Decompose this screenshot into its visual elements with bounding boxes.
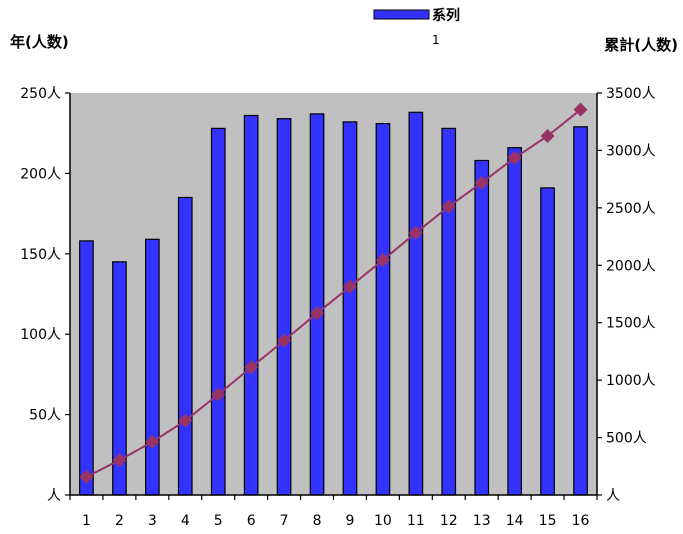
line-point-11 [408,225,423,240]
bar-5 [210,127,226,496]
x-tick-label: 12 [440,513,458,529]
line-point-13 [474,175,489,190]
legend-label-line2: 1 [432,33,440,47]
x-tick-label: 10 [374,513,392,529]
left-tick-label: 150人 [20,247,61,263]
line-point-12 [441,199,456,214]
bar-10 [375,122,391,496]
x-tick-label: 15 [539,513,557,529]
bar-12 [441,127,457,496]
left-tick-label: 50人 [29,408,61,424]
bar-13 [474,159,490,496]
x-tick-label: 6 [247,513,256,529]
x-tick-label: 13 [473,513,491,529]
line-point-4 [178,413,193,428]
line-point-10 [375,253,390,268]
x-tick-label: 9 [346,513,355,529]
right-tick-label: 3500人 [606,86,656,102]
legend-swatch [373,9,430,20]
cumulative-line [86,108,582,478]
line-point-2 [112,453,127,468]
right-axis-title: 累計(人数) [604,36,678,54]
line-point-16 [573,102,588,117]
right-axis: 人 500人 1000人 1500人 2000人 2500人 3000人 3500人 [596,86,656,504]
x-tick-label: 2 [115,513,124,529]
bar-14 [507,147,522,496]
x-tick-label: 3 [148,513,157,529]
left-tick-label: 100人 [20,327,61,343]
line-point-15 [540,128,555,143]
right-tick-label: 人 [606,488,620,504]
bar-1 [79,240,94,496]
right-tick-label: 1500人 [606,316,656,332]
line-group [79,102,588,484]
left-tick-label: 200人 [20,166,61,182]
x-tick-label: 8 [313,513,322,529]
line-point-5 [211,387,226,402]
line-point-8 [310,306,325,321]
line-point-6 [244,360,259,375]
line-point-3 [145,434,160,449]
x-tick-label: 14 [506,513,524,529]
x-tick-label: 4 [181,513,190,529]
legend: 系列 1 [373,7,460,47]
right-tick-label: 2500人 [606,201,656,217]
bar-6 [243,114,259,496]
bar-11 [408,111,424,496]
right-tick-label: 3000人 [606,143,656,159]
bar-3 [145,238,160,496]
right-tick-label: 500人 [606,431,647,447]
right-tick-label: 2000人 [606,258,656,274]
line-point-9 [342,279,357,294]
line-point-14 [507,150,522,165]
left-axis-title: 年(人数) [10,33,69,51]
bar-7 [276,118,292,496]
bar-4 [177,196,193,496]
x-tick-label: 7 [280,513,289,529]
left-axis: 人 50人 100人 150人 200人 250人 [20,86,71,504]
bar-9 [342,121,358,496]
x-tick-label: 11 [407,513,425,529]
left-tick-label: 人 [47,488,61,504]
bar-8 [309,113,325,496]
x-tick-label: 1 [82,513,91,529]
left-tick-label: 250人 [20,86,61,102]
right-tick-label: 1000人 [606,373,656,389]
x-tick-label: 16 [572,513,590,529]
line-point-1 [79,469,94,484]
legend-label-line1: 系列 [432,7,460,24]
x-axis: 1 2 3 4 5 6 7 8 9 10 11 12 13 14 15 16 [69,494,598,529]
bar-16 [573,126,588,496]
x-tick-label: 5 [214,513,223,529]
line-point-7 [277,333,292,348]
bar-15 [540,187,555,496]
